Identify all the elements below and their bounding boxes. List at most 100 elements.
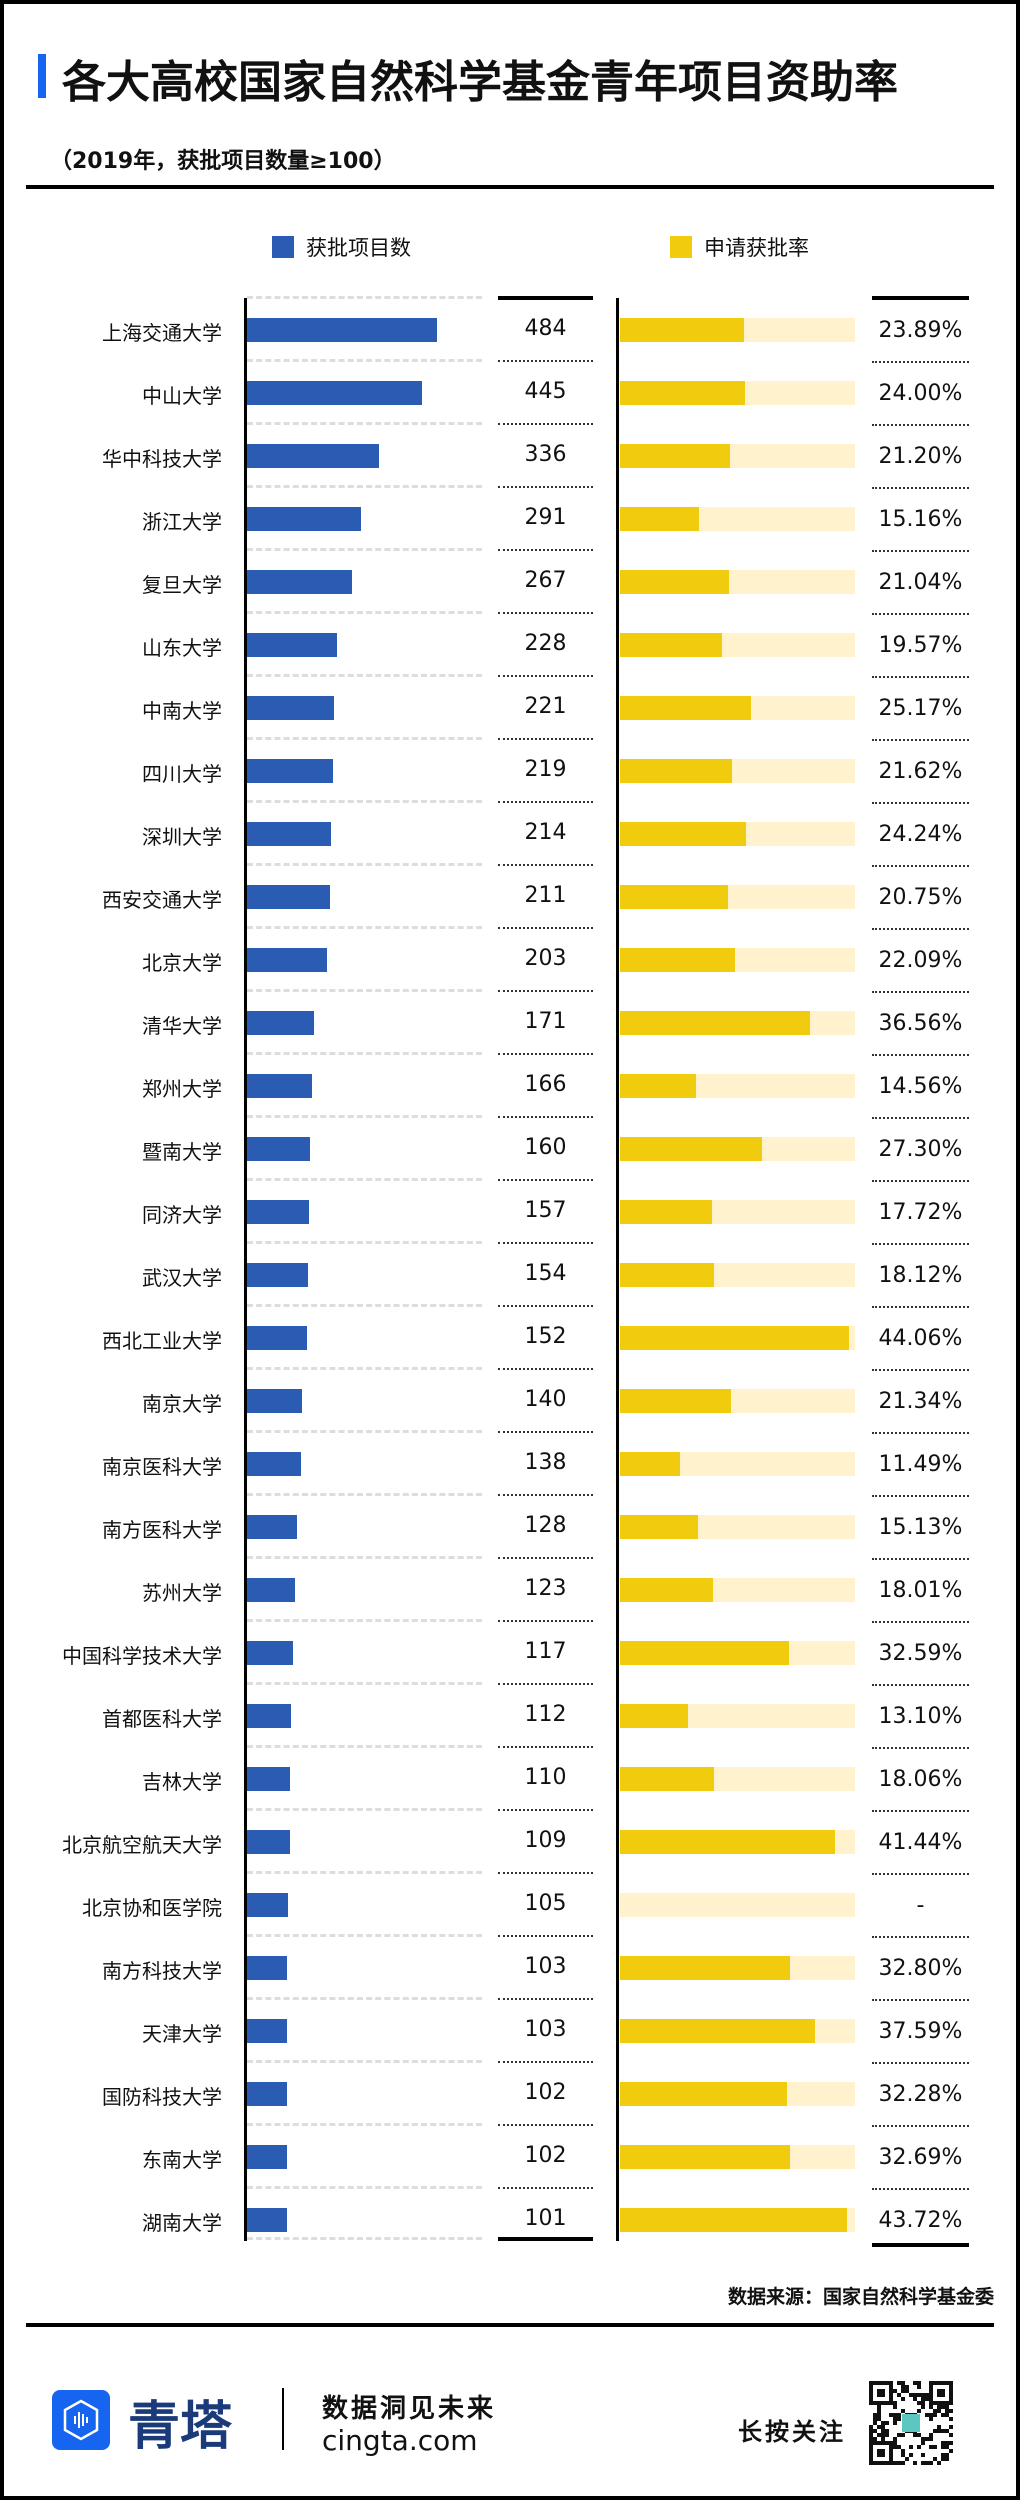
rate-bar <box>620 381 745 405</box>
row-separator <box>498 360 593 362</box>
rate-bar <box>620 1767 714 1791</box>
count-value: 105 <box>524 1891 567 1916</box>
row-separator <box>498 423 593 425</box>
row-separator <box>498 1368 593 1370</box>
legend-label: 获批项目数 <box>306 236 411 260</box>
gridline <box>247 1430 482 1433</box>
count-bar <box>247 1704 292 1728</box>
rate-bar <box>620 1956 791 1980</box>
gridline <box>247 2060 482 2063</box>
gridline <box>247 1934 482 1937</box>
row-separator <box>872 1369 969 1371</box>
gridline <box>247 1871 482 1874</box>
rate-value: 43.72% <box>878 2208 963 2233</box>
count-bar <box>247 318 438 342</box>
category-label: 上海交通大学 <box>102 321 222 345</box>
rate-value: 32.69% <box>878 2145 963 2170</box>
rate-value: 24.00% <box>878 381 963 406</box>
rate-value: 13.10% <box>878 1704 963 1729</box>
qr-code-icon[interactable] <box>868 2380 954 2466</box>
rate-value: 32.80% <box>878 1956 963 1981</box>
rate-value: 27.30% <box>878 1137 963 1162</box>
rate-column-bottom-rule <box>872 2243 969 2247</box>
legend-rate: 申请获批率 <box>670 232 809 262</box>
count-value: 101 <box>524 2206 567 2231</box>
count-bar <box>247 381 422 405</box>
gridline <box>247 1556 482 1559</box>
row-separator <box>872 2188 969 2190</box>
data-source: 数据来源：国家自然科学基金委 <box>727 2286 994 2308</box>
gridline <box>247 1052 482 1055</box>
row-separator <box>872 1873 969 1875</box>
count-bar <box>247 570 352 594</box>
row-separator <box>872 802 969 804</box>
rate-value: 19.57% <box>878 633 963 658</box>
legend-label: 申请获批率 <box>704 236 809 260</box>
rate-value: - <box>916 1893 925 1918</box>
count-bar <box>247 822 332 846</box>
gridline <box>247 989 482 992</box>
count-value: 219 <box>524 757 567 782</box>
row-separator <box>498 1557 593 1559</box>
rate-bar <box>620 1011 810 1035</box>
count-value: 445 <box>524 379 567 404</box>
rate-value: 11.49% <box>878 1452 963 1477</box>
category-label: 山东大学 <box>142 636 222 660</box>
category-label: 郑州大学 <box>142 1077 222 1101</box>
rate-bar <box>620 696 751 720</box>
row-separator <box>498 486 593 488</box>
count-bar <box>247 1326 307 1350</box>
rate-bar <box>620 759 733 783</box>
gridline <box>247 926 482 929</box>
count-bar <box>247 444 380 468</box>
rate-value: 41.44% <box>878 1830 963 1855</box>
category-label: 湖南大学 <box>142 2211 222 2235</box>
legend-swatch-yellow <box>670 236 692 258</box>
row-separator <box>872 1621 969 1623</box>
rate-bar-background <box>620 1893 855 1917</box>
category-label: 北京协和医学院 <box>82 1896 222 1920</box>
row-separator <box>872 865 969 867</box>
category-label: 西北工业大学 <box>102 1329 222 1353</box>
rate-value: 17.72% <box>878 1200 963 1225</box>
rate-bar <box>620 1641 790 1665</box>
count-value: 171 <box>524 1009 567 1034</box>
gridline <box>247 2186 482 2189</box>
row-separator <box>498 1998 593 2000</box>
row-separator <box>498 864 593 866</box>
gridline <box>247 359 482 362</box>
row-separator <box>498 738 593 740</box>
count-bar <box>247 1767 291 1791</box>
site-link[interactable]: cingta.com <box>322 2424 478 2457</box>
page-title: 各大高校国家自然科学基金青年项目资助率 <box>62 57 898 108</box>
count-bar <box>247 2019 288 2043</box>
category-label: 中山大学 <box>142 384 222 408</box>
count-value: 152 <box>524 1324 567 1349</box>
row-separator <box>498 612 593 614</box>
gridline <box>247 800 482 803</box>
row-separator <box>872 1684 969 1686</box>
row-separator <box>872 361 969 363</box>
rate-value: 24.24% <box>878 822 963 847</box>
row-separator <box>498 1242 593 1244</box>
category-label: 南方医科大学 <box>102 1518 222 1542</box>
gridline <box>247 1619 482 1622</box>
row-separator <box>872 1306 969 1308</box>
category-label: 南京医科大学 <box>102 1455 222 1479</box>
count-value: 128 <box>524 1513 567 1538</box>
row-separator <box>872 1558 969 1560</box>
count-value: 117 <box>524 1639 567 1664</box>
count-value: 221 <box>524 694 567 719</box>
gridline <box>247 1304 482 1307</box>
rate-bar <box>620 1830 835 1854</box>
count-bar <box>247 507 362 531</box>
count-axis <box>244 298 247 2241</box>
gridline <box>247 1115 482 1118</box>
gridline <box>247 863 482 866</box>
legend-count: 获批项目数 <box>272 232 411 262</box>
row-separator <box>498 1746 593 1748</box>
row-separator <box>872 991 969 993</box>
count-bar <box>247 1830 290 1854</box>
count-bar <box>247 1389 303 1413</box>
count-bar <box>247 1137 310 1161</box>
